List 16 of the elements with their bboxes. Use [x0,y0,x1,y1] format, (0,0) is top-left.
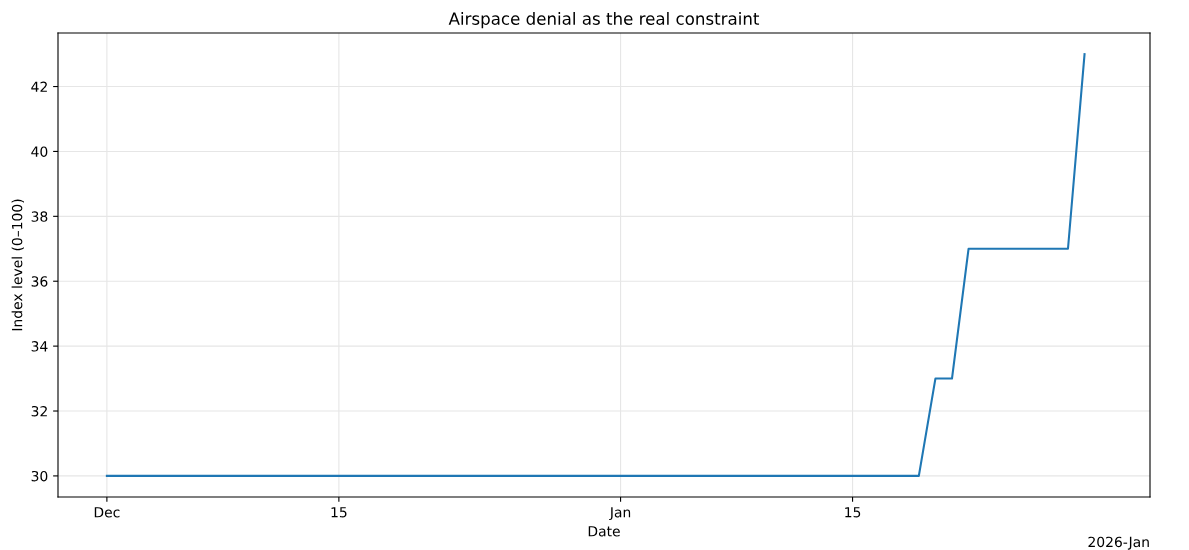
x-tick-label: 15 [845,507,861,518]
y-tick-label: 36 [31,276,48,287]
x-axis-title: Date [588,526,620,537]
x-tick-label: Jan [609,507,631,521]
y-tick-label: 32 [31,405,47,417]
x-tick-label: 15 [331,507,347,518]
y-tick-label: 40 [31,146,48,157]
y-tick-label: 34 [31,341,48,352]
text: 2026-Jan [1088,536,1149,550]
y-tick-label: 38 [31,211,48,222]
y-axis-title: Index level (0–100) [11,199,24,331]
y-tick-label: 30 [31,470,48,482]
chart-title: Airspace denial as the real constraint [448,12,760,29]
x-tick-label: Dec [94,507,120,518]
line-series [105,53,1086,477]
y-tick-label: 42 [31,81,47,92]
